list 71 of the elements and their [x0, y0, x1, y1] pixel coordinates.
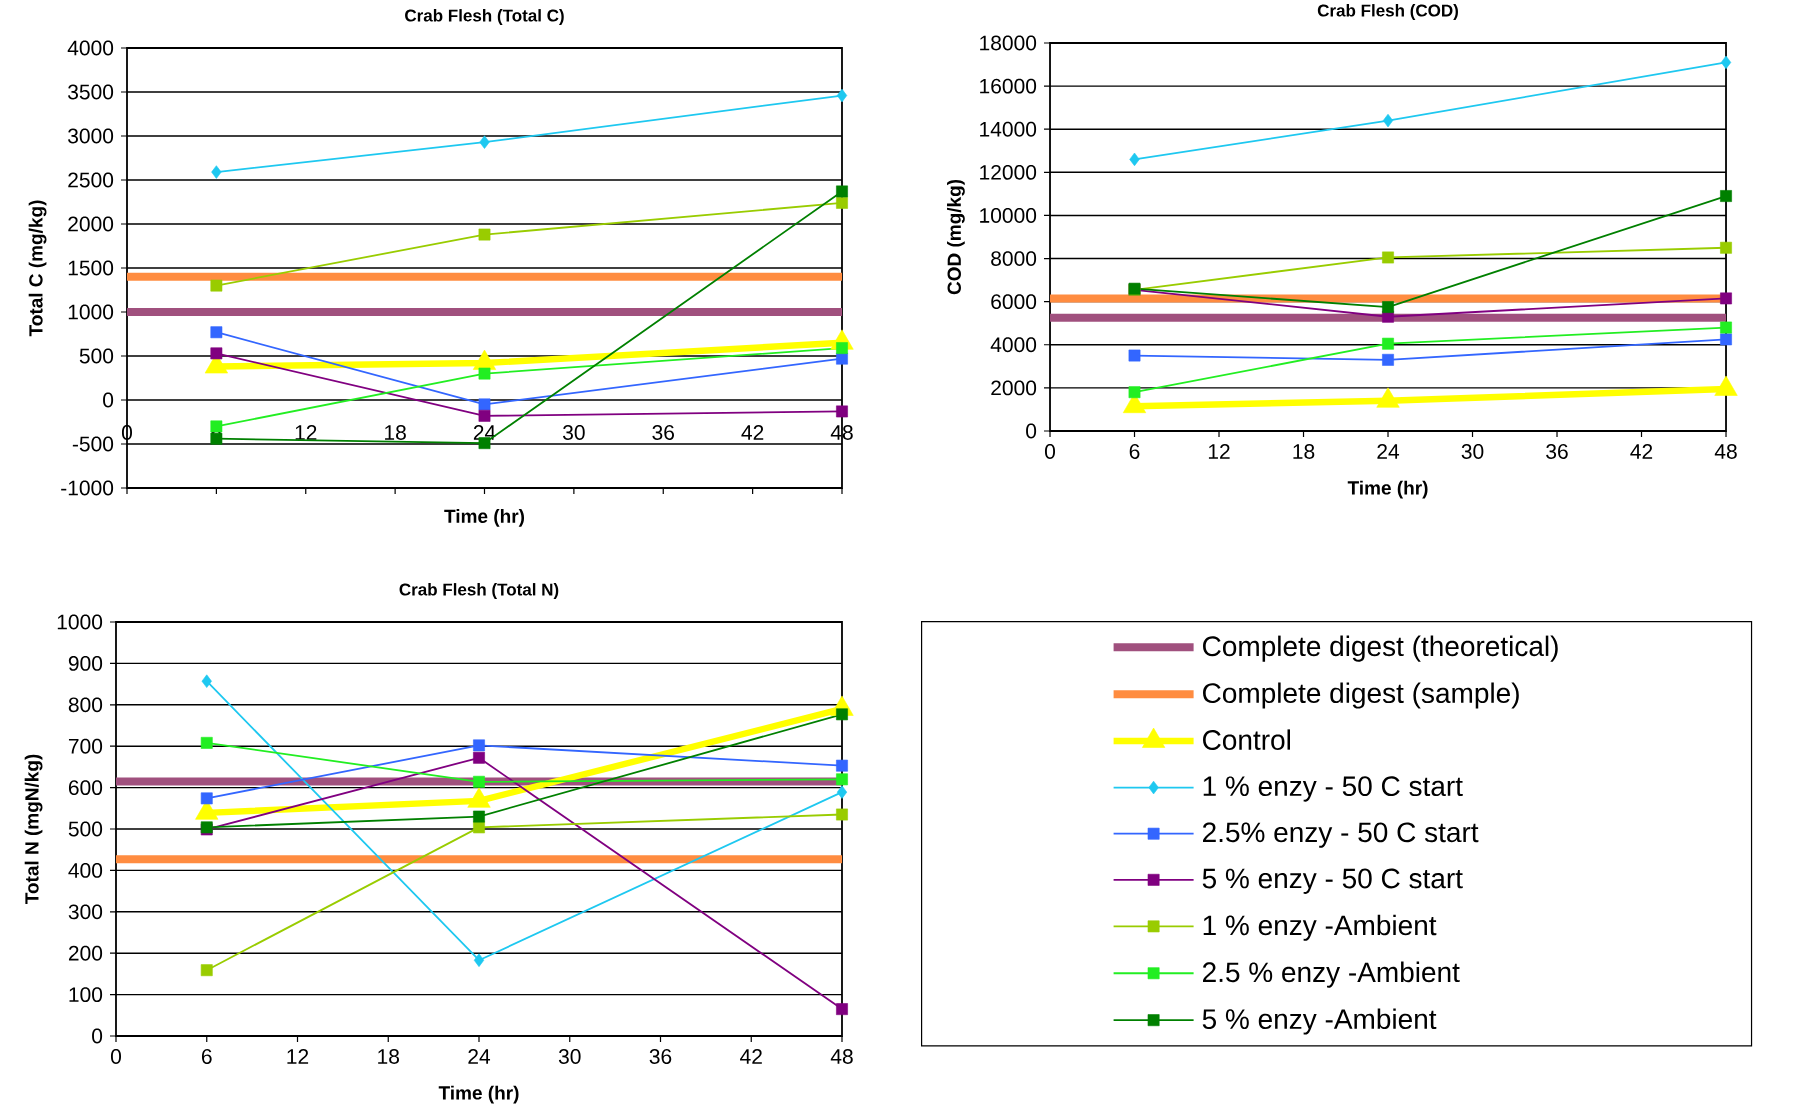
x-tick-label: 12: [1208, 444, 1230, 459]
y-tick-label: 400: [68, 862, 103, 878]
y-tick-label: 700: [68, 738, 103, 754]
y-tick-label: 3000: [68, 128, 114, 144]
y-tick-label: 200: [68, 945, 103, 961]
legend-label: 2.5 % enzy -Ambient: [1203, 961, 1460, 988]
chart-title: Crab Flesh (Total C): [405, 9, 564, 25]
y-tick-label: 12000: [980, 164, 1037, 180]
x-tick-label: 30: [558, 1049, 581, 1064]
x-axis-title: Time (hr): [444, 509, 525, 527]
x-tick-label: 6: [201, 1049, 212, 1064]
y-axis-title: COD (mg/kg): [947, 179, 965, 295]
y-tick-label: 16000: [980, 78, 1037, 94]
y-tick-label: 2000: [991, 380, 1037, 396]
y-tick-label: 600: [68, 780, 103, 796]
y-tick-label: 100: [69, 987, 103, 1003]
y-axis-title: Total C (mg/kg): [28, 200, 47, 337]
y-tick-label: 14000: [980, 121, 1037, 137]
y-tick-label: 8000: [991, 251, 1037, 266]
y-tick-label: 0: [103, 392, 114, 408]
x-tick-label: 42: [740, 1049, 762, 1064]
y-tick-label: 3500: [68, 84, 114, 100]
y-tick-label: 2000: [68, 216, 114, 232]
y-tick-label: 900: [68, 655, 103, 671]
y-tick-label: 500: [79, 348, 114, 364]
x-axis-title: Time (hr): [1347, 480, 1428, 499]
y-tick-label: 10000: [980, 208, 1037, 223]
legend-label: 5 % enzy -Ambient: [1202, 1008, 1437, 1035]
legend-label: 2.5% enzy - 50 C start: [1203, 822, 1479, 848]
y-tick-label: 300: [68, 904, 103, 920]
legend-label: Complete digest (sample): [1203, 682, 1519, 709]
x-tick-label: 30: [1461, 444, 1484, 459]
x-tick-label: 36: [652, 425, 674, 440]
legend-label: Complete digest (theoretical): [1203, 635, 1558, 662]
x-tick-label: 24: [1377, 444, 1400, 459]
y-tick-label: 4000: [67, 40, 114, 56]
x-axis-title: Time (hr): [438, 1085, 519, 1104]
legend-label: Control: [1203, 729, 1290, 750]
x-tick-label: 48: [1714, 444, 1737, 459]
y-axis-title: Total N (mgN/kg): [24, 754, 43, 905]
y-tick-label: 6000: [991, 294, 1037, 310]
y-tick-label: 1000: [68, 304, 114, 320]
x-tick-label: 36: [649, 1049, 672, 1064]
x-tick-label: 30: [562, 425, 585, 440]
x-tick-label: 18: [1293, 444, 1315, 459]
y-tick-label: 500: [68, 821, 103, 837]
y-tick-label: 18000: [980, 35, 1037, 51]
x-tick-label: 36: [1546, 444, 1568, 459]
chart-title: Crab Flesh (Total N): [399, 583, 559, 599]
x-tick-label: 12: [287, 1049, 309, 1064]
y-tick-label: -1000: [61, 480, 114, 496]
x-tick-label: 42: [1630, 444, 1653, 459]
x-tick-label: 0: [1044, 444, 1056, 459]
y-tick-label: 1000: [57, 614, 103, 630]
x-tick-label: 6: [1129, 444, 1140, 459]
x-tick-label: 48: [830, 1049, 853, 1064]
legend-label: 1 % enzy -Ambient: [1203, 914, 1437, 941]
y-tick-label: 800: [68, 697, 103, 713]
legend-label: 5 % enzy - 50 C start: [1202, 868, 1463, 894]
x-tick-label: 24: [468, 1049, 491, 1064]
chart-title: Crab Flesh (COD): [1317, 4, 1458, 20]
y-tick-label: 4000: [990, 337, 1037, 353]
y-tick-label: 1500: [68, 260, 114, 276]
legend-label: 1 % enzy - 50 C start: [1203, 776, 1463, 802]
x-tick-label: 18: [385, 425, 406, 440]
x-tick-label: 18: [378, 1049, 400, 1064]
x-tick-label: 42: [741, 425, 764, 440]
y-tick-label: -500: [72, 436, 114, 452]
y-tick-label: 2500: [68, 172, 114, 188]
x-tick-label: 12: [295, 425, 317, 440]
y-tick-label: 0: [92, 1028, 103, 1044]
